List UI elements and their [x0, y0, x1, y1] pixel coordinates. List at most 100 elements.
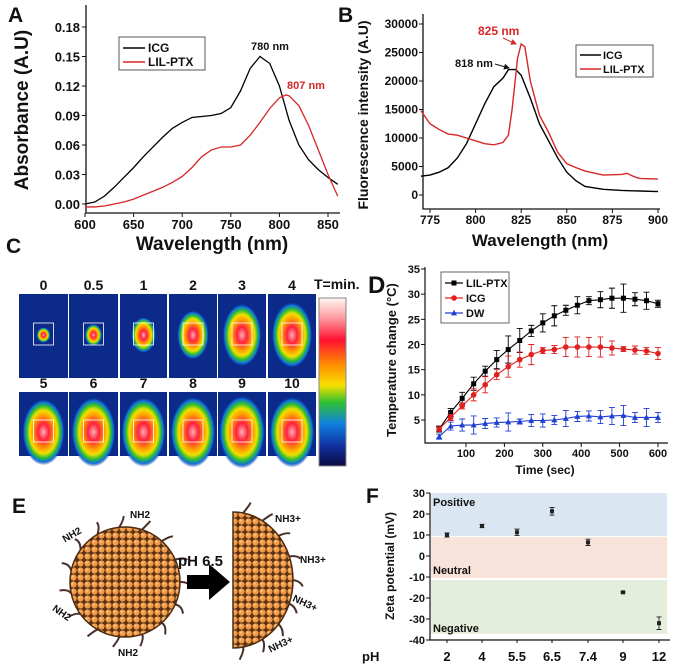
y-tick-label: 0.15 [55, 50, 80, 65]
amine-spike [118, 515, 125, 528]
panel-letter-e: E [12, 495, 26, 518]
y-axis-title: Absorbance (A.U) [12, 30, 33, 190]
measurement-box [133, 322, 154, 346]
legend-label: DW [466, 308, 485, 320]
heat-spot [36, 327, 51, 343]
data-point [551, 416, 558, 423]
x-tick-label: 2 [443, 649, 450, 664]
measurement-box [133, 419, 154, 443]
amine-spike [261, 513, 274, 522]
data-point [655, 301, 661, 307]
measurement-box [231, 322, 253, 346]
data-point [609, 345, 615, 351]
data-point [528, 417, 535, 423]
data-point [482, 420, 489, 426]
data-point [540, 347, 546, 354]
data-point [655, 414, 661, 420]
heat-spot [22, 398, 65, 466]
y-tick-label: -10 [409, 572, 425, 584]
y-tick-label: -30 [409, 614, 425, 626]
series-icg [436, 336, 661, 432]
amine-spike [242, 502, 252, 514]
panel-a-absorbance-chart: 600 650 700 750 800 850 0.00 0.03 0.06 0.09 0.12 0.… [12, 5, 340, 255]
time-label: 7 [140, 375, 148, 391]
axis-lines [424, 267, 668, 444]
amine-spike [139, 633, 144, 647]
data-point [632, 347, 638, 353]
band-positive [431, 493, 667, 537]
nanoparticle-sphere [69, 526, 181, 638]
data-point [620, 295, 626, 301]
measurement-box [83, 322, 104, 346]
data-point [621, 590, 625, 595]
amine-spike [112, 636, 121, 648]
annotation-arrow [494, 63, 510, 70]
data-point [436, 426, 442, 432]
x-tick-label: 750 [220, 217, 242, 232]
series-line [438, 414, 658, 438]
data-point [480, 523, 484, 528]
y-tick-label: -40 [409, 635, 425, 647]
x-tick-label: 9 [619, 649, 626, 664]
data-point [586, 540, 590, 545]
peak-annotation: 780 nm [251, 41, 289, 53]
x-axis-title: Wavelength (nm) [136, 234, 288, 255]
data-point [586, 298, 592, 304]
y-tick-label: 15 [408, 365, 420, 377]
data-point [609, 295, 615, 301]
measurement-box [281, 419, 303, 443]
data-point [597, 413, 604, 420]
band-negative [431, 580, 667, 634]
time-label: 1 [140, 277, 148, 293]
data-point [643, 414, 650, 420]
x-tick-label: 600 [74, 217, 96, 232]
data-point [574, 344, 581, 350]
y-tick-label: 0.00 [55, 197, 80, 212]
heat-spot [269, 396, 315, 468]
legend-box [118, 36, 206, 71]
data-point [563, 307, 569, 313]
time-label: 3 [238, 277, 246, 293]
panel-letter-c: C [6, 235, 21, 258]
data-point [459, 421, 466, 428]
data-point [655, 350, 661, 357]
x-tick-label: 200 [495, 448, 513, 460]
data-point [482, 368, 488, 374]
amine-label-nh2: NH2 [130, 510, 150, 521]
x-tick-label: 650 [123, 217, 145, 232]
data-point [528, 328, 534, 334]
heat-spot [177, 310, 209, 360]
amine-spike [238, 646, 245, 661]
y-axis-title: Fluorescence intensity (A.U) [355, 20, 371, 209]
data-point [516, 356, 523, 363]
annotation-arrow [502, 37, 517, 45]
data-point [540, 320, 546, 326]
data-point [608, 412, 615, 419]
data-point [459, 403, 465, 409]
series-line-lil-ptx [85, 94, 339, 208]
heat-spot [121, 397, 166, 467]
axis-lines [85, 5, 340, 214]
x-tick-label: 825 [511, 213, 531, 227]
x-axis-title: pH [362, 649, 379, 664]
amine-spike [141, 520, 152, 531]
y-tick-label: 10000 [385, 131, 419, 145]
amine-label-nh3: NH3+ [300, 555, 326, 566]
data-point [447, 414, 454, 421]
y-tick-label: 5000 [391, 160, 418, 174]
data-point [459, 395, 465, 401]
series-lil-ptx [436, 283, 661, 433]
y-tick-label: 20 [413, 509, 425, 521]
data-point [448, 409, 454, 415]
data-point [657, 621, 661, 626]
panel-d-temperature-chart: 100 200 300 400 500 600 5 10 15 20 25 30 35 Time (sec… [384, 264, 668, 477]
heat-spot [222, 303, 262, 367]
time-label: 9 [238, 375, 246, 391]
measurement-box [33, 419, 54, 443]
x-tick-label: 775 [420, 213, 440, 227]
data-point [493, 371, 500, 378]
y-tick-label: 30000 [385, 17, 419, 31]
time-label: 0 [40, 277, 48, 293]
data-point [620, 412, 627, 418]
